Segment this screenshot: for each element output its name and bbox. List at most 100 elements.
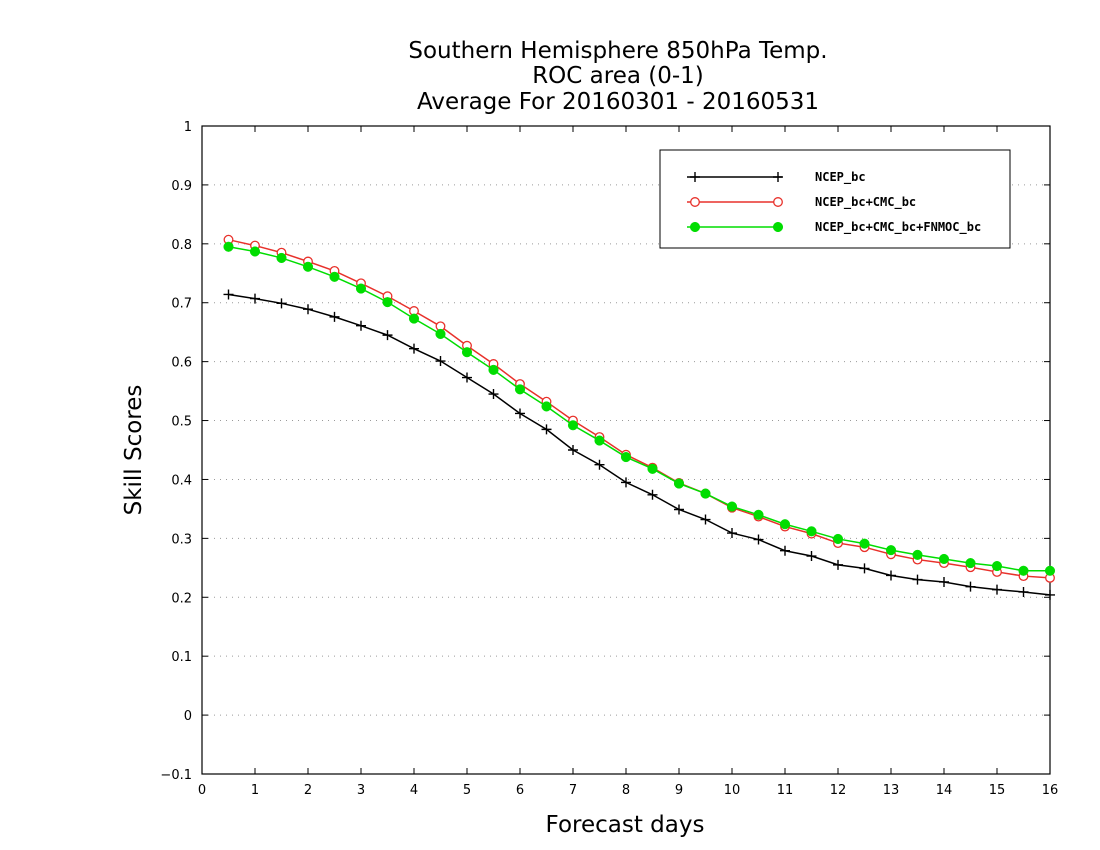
- x-tick-label: 2: [304, 783, 312, 798]
- series-line: [228, 238, 1051, 579]
- legend-label: NCEP_bc+CMC_bc: [815, 195, 916, 210]
- filled-circle-marker: [965, 558, 976, 569]
- plus-marker: [1045, 589, 1055, 600]
- plus-marker: [992, 584, 1002, 595]
- x-tick-label: 9: [675, 783, 683, 798]
- x-axis-title: Forecast days: [546, 812, 705, 838]
- x-tick-label: 12: [830, 783, 847, 798]
- filled-circle-marker: [567, 420, 579, 431]
- title-line-3: Average For 20160301 - 20160531: [417, 89, 819, 115]
- x-tick-label: 7: [569, 783, 577, 798]
- x-tick-label: 5: [463, 783, 471, 798]
- plus-marker: [488, 389, 499, 400]
- x-tick-label: 6: [516, 783, 524, 798]
- plus-marker: [356, 320, 366, 331]
- filled-circle-marker: [541, 401, 552, 412]
- filled-circle-marker: [302, 261, 314, 272]
- plus-marker: [690, 172, 700, 182]
- chart-title: Southern Hemisphere 850hPa Temp. ROC are…: [408, 38, 827, 115]
- filled-circle-marker: [806, 526, 817, 537]
- plus-marker: [594, 459, 605, 470]
- filled-circle-marker: [647, 463, 658, 474]
- filled-circle-marker: [435, 328, 446, 339]
- plus-marker: [773, 172, 783, 182]
- y-tick-label: 0.3: [171, 532, 192, 547]
- open-circle-marker: [773, 197, 783, 207]
- plus-marker: [965, 581, 976, 592]
- plus-marker: [674, 504, 684, 515]
- x-tick-label: 11: [777, 783, 794, 798]
- y-tick-label: 0: [184, 709, 192, 724]
- plus-marker: [541, 424, 552, 435]
- filled-circle-marker: [912, 549, 923, 560]
- x-tick-label: 4: [410, 783, 418, 798]
- y-tick-label: 1: [184, 120, 192, 135]
- plus-marker: [727, 528, 737, 539]
- filled-circle-marker: [832, 533, 844, 545]
- plus-marker: [250, 293, 260, 304]
- y-tick-label: 0.4: [171, 473, 192, 488]
- filled-circle-marker: [726, 501, 738, 512]
- plus-marker: [568, 445, 578, 455]
- filled-circle-marker: [223, 241, 234, 252]
- plus-marker: [303, 304, 313, 315]
- y-tick-label: 0.5: [171, 415, 192, 430]
- open-circle-marker: [690, 197, 700, 207]
- filled-circle-marker: [594, 435, 605, 446]
- x-tick-label: 8: [622, 783, 630, 798]
- filled-circle-marker: [673, 478, 685, 489]
- plus-marker: [700, 514, 711, 525]
- filled-circle-marker: [461, 347, 473, 358]
- y-tick-label: 0.1: [171, 650, 192, 665]
- plus-marker: [859, 563, 870, 574]
- plus-marker: [939, 576, 949, 587]
- filled-circle-marker: [488, 364, 499, 375]
- x-tick-label: 1: [251, 783, 259, 798]
- plus-marker: [1018, 586, 1029, 597]
- filled-circle-marker: [249, 246, 261, 257]
- series-line: [228, 293, 1051, 596]
- plus-marker: [276, 298, 287, 309]
- filled-circle-marker: [276, 252, 287, 264]
- filled-circle-marker: [859, 538, 870, 549]
- series-layer: [223, 234, 1056, 600]
- plus-marker: [329, 311, 340, 322]
- y-tick-label: 0.6: [171, 356, 192, 371]
- x-tick-label: 3: [357, 783, 365, 798]
- filled-circle-marker: [779, 519, 791, 530]
- filled-circle-marker: [938, 553, 950, 565]
- axis-ticks: −0.100.10.20.30.40.50.60.70.80.910 1 2 3 4 5 6…: [160, 120, 1058, 798]
- title-line-1: Southern Hemisphere 850hPa Temp.: [408, 38, 827, 64]
- filled-circle-marker: [620, 452, 632, 463]
- filled-circle-marker: [753, 509, 764, 520]
- x-tick-label: 16: [1042, 783, 1059, 798]
- y-tick-label: 0.8: [171, 238, 192, 253]
- filled-circle-marker: [885, 545, 897, 556]
- plus-marker: [409, 343, 419, 354]
- plus-marker: [435, 356, 446, 367]
- plus-marker: [912, 574, 923, 585]
- plus-marker: [382, 330, 393, 341]
- plus-marker: [621, 477, 631, 488]
- filled-circle-marker: [514, 384, 526, 395]
- legend-label: NCEP_bc: [815, 170, 866, 185]
- x-tick-label: 15: [989, 783, 1006, 798]
- y-tick-label: 0.9: [171, 179, 192, 194]
- x-tick-label: 13: [883, 783, 900, 798]
- x-tick-label: 10: [724, 783, 741, 798]
- y-axis-title: Skill Scores: [121, 385, 147, 516]
- y-tick-label: −0.1: [160, 768, 192, 783]
- plus-marker: [806, 551, 817, 562]
- series-ncep-bc: [223, 289, 1055, 600]
- plus-marker: [886, 570, 896, 581]
- plus-marker: [833, 559, 843, 570]
- filled-circle-marker: [408, 313, 420, 324]
- filled-circle-marker: [700, 488, 711, 499]
- filled-circle-marker: [1018, 565, 1029, 576]
- legend: NCEP_bc NCEP_bc+CMC_bc NCEP_bc+CMC_bc+FNMO…: [659, 149, 1011, 249]
- filled-circle-marker: [382, 297, 393, 308]
- filled-circle-marker: [355, 283, 367, 294]
- filled-circle-marker: [329, 271, 340, 282]
- plus-marker: [515, 408, 525, 419]
